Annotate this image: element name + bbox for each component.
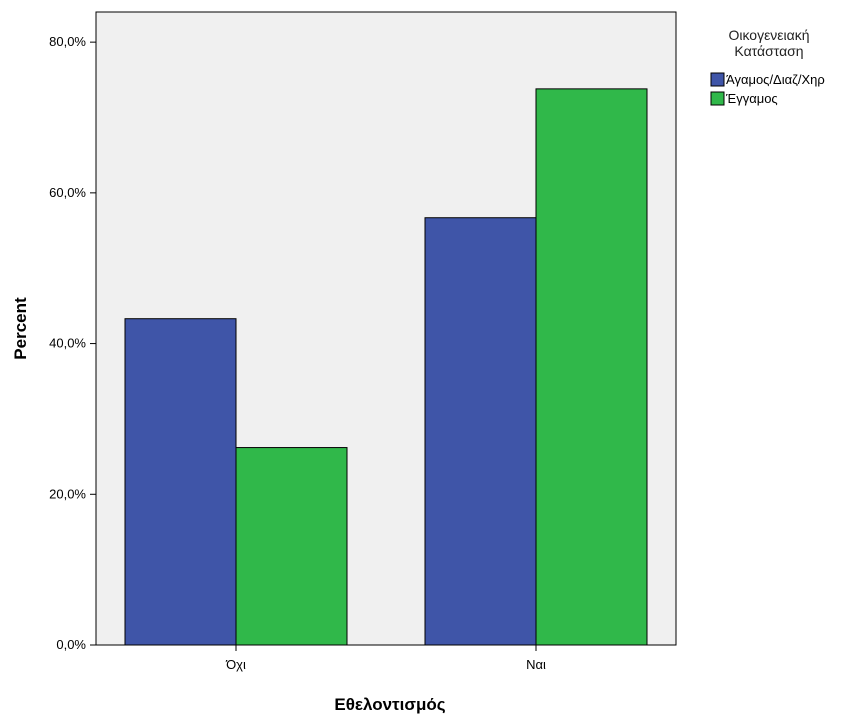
bars-group <box>124 88 648 646</box>
legend-swatch <box>710 91 725 106</box>
bar-Ναι-Άγαμος/Διαζ/Χηρ <box>424 217 537 646</box>
x-tick-label: Όχι <box>225 657 246 672</box>
bar-Όχι-Άγαμος/Διαζ/Χηρ <box>124 318 237 646</box>
y-tick-label: 0,0% <box>56 637 86 652</box>
y-axis-title: Percent <box>11 297 30 360</box>
bar-Ναι-Έγγαμος <box>535 88 648 646</box>
legend-label: Έγγαμος <box>725 91 778 106</box>
y-tick-label: 20,0% <box>49 486 86 501</box>
y-axis: 0,0% 20,0% 40,0% 60,0% 80,0% <box>49 34 96 652</box>
legend: Οικογενειακή Κατάσταση Άγαμος/Διαζ/Χηρ Έγ… <box>710 27 825 106</box>
y-tick-label: 60,0% <box>49 185 86 200</box>
legend-title-line-2: Κατάσταση <box>734 43 803 59</box>
x-axis-title: Εθελοντισμός <box>334 695 445 714</box>
legend-swatch <box>710 72 725 87</box>
x-tick-label: Ναι <box>526 657 546 672</box>
legend-title-line-1: Οικογενειακή <box>728 27 809 43</box>
x-axis: Όχι Ναι <box>225 645 546 672</box>
y-tick-label: 40,0% <box>49 336 86 351</box>
y-tick-label: 80,0% <box>49 34 86 49</box>
legend-label: Άγαμος/Διαζ/Χηρ <box>726 72 825 87</box>
bar-Όχι-Έγγαμος <box>235 447 348 646</box>
